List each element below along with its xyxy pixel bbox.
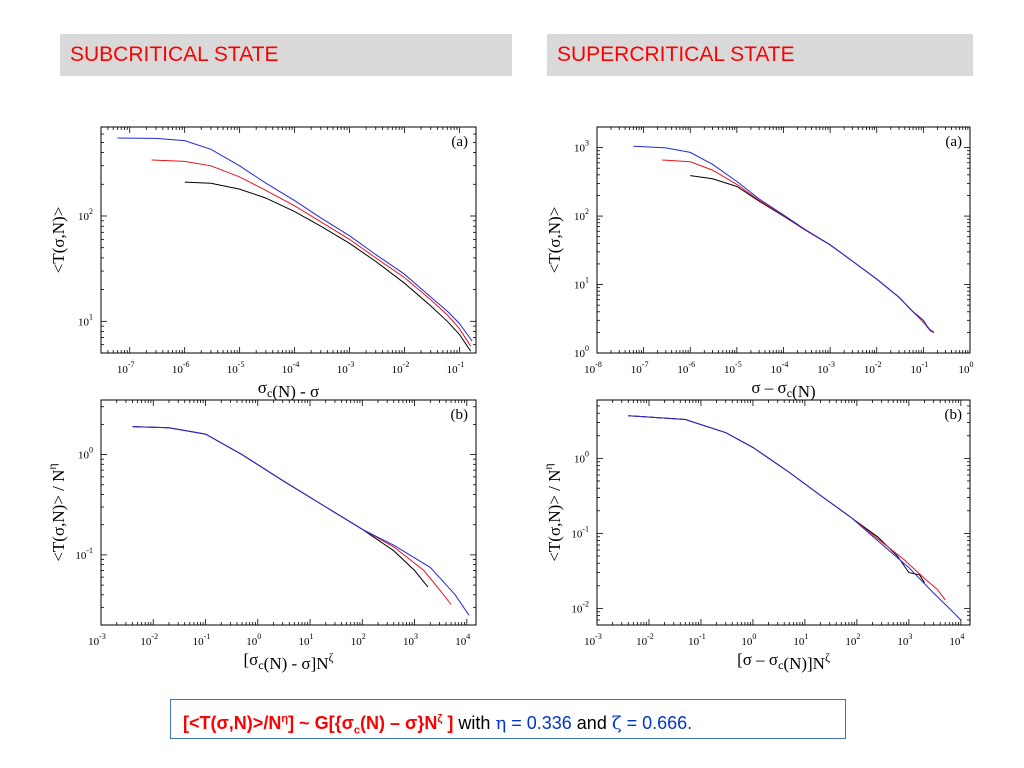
x-tick-label: 101: [299, 632, 314, 648]
subcritical-header: SUBCRITICAL STATE: [60, 34, 512, 76]
series-line-red: [662, 159, 935, 333]
chart-sup-b: 10-3 10-2 10-1 100 101 102 103 104 10-2 10-1 100 (b…: [541, 399, 971, 673]
y-tick-label: 100: [78, 446, 93, 462]
x-tick-label: 100: [741, 632, 756, 648]
formula-zeta-exponent: ζ: [437, 713, 443, 725]
x-tick-label: 100: [959, 360, 974, 376]
x-tick-label: 10-7: [631, 360, 649, 376]
formula-eta-value: = 0.336: [506, 713, 572, 733]
charts-figure: 10-7 10-6 10-5 10-4 10-3 10-2 10-1 101 102 (a) σc(…: [45, 126, 974, 673]
plot-frame: [100, 126, 477, 354]
x-tick-label: 10-2: [140, 632, 158, 648]
x-tick-label: 102: [845, 632, 860, 648]
formula-zeta-symbol: ζ: [611, 713, 622, 734]
x-tick-label: 10-2: [392, 360, 410, 376]
formula-zeta-value: = 0.666.: [621, 713, 693, 733]
y-axis-label: <T(σ,N)> / Nη: [541, 463, 564, 561]
y-tick-label: 10-1: [75, 546, 93, 562]
x-tick-label: 10-6: [677, 360, 695, 376]
y-tick-label: 100: [574, 449, 589, 465]
series-line-black: [690, 175, 934, 333]
chart-sub-a: 10-7 10-6 10-5 10-4 10-3 10-2 10-1 101 102 (a) σc(…: [49, 126, 477, 401]
x-tick-label: 10-3: [88, 632, 106, 648]
y-tick-label: 102: [78, 207, 93, 223]
x-tick-label: 104: [949, 632, 964, 648]
x-tick-label: 10-1: [688, 632, 706, 648]
plot-frame: [596, 399, 971, 626]
series-line-black: [628, 415, 925, 583]
x-tick-label: 100: [246, 632, 261, 648]
formula-with: with: [453, 713, 496, 733]
x-tick-label: 104: [455, 632, 470, 648]
y-axis-label: <T(σ,N)>: [49, 207, 68, 274]
formula-lhs: [<T(σ,N)>/N: [183, 713, 282, 733]
x-tick-label: 10-4: [282, 360, 300, 376]
series-line-blue: [117, 137, 473, 342]
x-axis-label: σ – σc(N): [751, 378, 815, 401]
y-tick-label: 10-1: [571, 524, 589, 540]
x-axis-label: [σ – σc(N)]Nζ: [737, 650, 830, 673]
x-tick-label: 10-2: [636, 632, 654, 648]
x-tick-label: 102: [351, 632, 366, 648]
series-line-black: [184, 181, 472, 352]
formula-eta-exponent: η: [281, 713, 289, 725]
x-axis-label: σc(N) - σ: [258, 378, 319, 401]
x-tick-label: 10-7: [117, 360, 135, 376]
series-line-blue: [628, 415, 962, 621]
panel-label: (b): [451, 407, 469, 423]
x-tick-label: 103: [403, 632, 418, 648]
x-tick-label: 10-5: [227, 360, 245, 376]
x-tick-label: 10-4: [771, 360, 789, 376]
x-tick-label: 10-1: [193, 632, 211, 648]
plot-frame: [100, 399, 477, 626]
formula-sub-c: c: [353, 724, 361, 737]
x-tick-label: 10-3: [337, 360, 355, 376]
series-line-red: [132, 426, 452, 605]
y-tick-label: 101: [78, 312, 93, 328]
y-axis-label: <T(σ,N)> / Nη: [45, 463, 68, 561]
x-tick-label: 10-3: [817, 360, 835, 376]
panel-label: (a): [451, 134, 468, 150]
panel-label: (b): [945, 407, 963, 423]
y-tick-label: 100: [574, 344, 589, 360]
supercritical-header: SUPERCRITICAL STATE: [547, 34, 973, 76]
plot-frame: [596, 126, 971, 354]
y-tick-label: 102: [574, 207, 589, 223]
x-axis-label: [σc(N) - σ]Nζ: [243, 650, 333, 673]
x-tick-label: 10-1: [911, 360, 929, 376]
x-tick-label: 10-5: [724, 360, 742, 376]
formula-rest: (N) – σ}N: [360, 713, 438, 733]
x-tick-label: 10-3: [584, 632, 602, 648]
panel-label: (a): [945, 134, 962, 150]
scaling-formula: [<T(σ,N)>/Nη] ~ G[{σc(N) – σ}Nζ ] with η…: [170, 699, 846, 739]
y-tick-label: 10-2: [571, 599, 589, 615]
series-line-black: [132, 426, 429, 588]
y-axis-label: <T(σ,N)>: [545, 207, 564, 274]
formula-eta-symbol: η: [495, 713, 507, 734]
formula-mid: ] ~ G[{σ: [288, 713, 354, 733]
x-tick-label: 10-1: [447, 360, 465, 376]
formula-and: and: [571, 713, 612, 733]
x-tick-label: 10-8: [584, 360, 602, 376]
y-tick-label: 103: [574, 139, 589, 155]
x-tick-label: 103: [897, 632, 912, 648]
chart-sup-a: 10-8 10-7 10-6 10-5 10-4 10-3 10-2 10-1 100 100 10…: [545, 126, 974, 401]
x-tick-label: 10-6: [172, 360, 190, 376]
series-line-blue: [132, 426, 470, 616]
series-line-red: [151, 159, 472, 347]
series-line-red: [628, 415, 946, 601]
x-tick-label: 10-2: [864, 360, 882, 376]
series-line-blue: [633, 145, 935, 333]
x-tick-label: 101: [793, 632, 808, 648]
formula-close: ]: [442, 713, 454, 733]
chart-sub-b: 10-3 10-2 10-1 100 101 102 103 104 10-1 100 (b) [σc…: [45, 399, 477, 673]
y-tick-label: 101: [574, 276, 589, 292]
